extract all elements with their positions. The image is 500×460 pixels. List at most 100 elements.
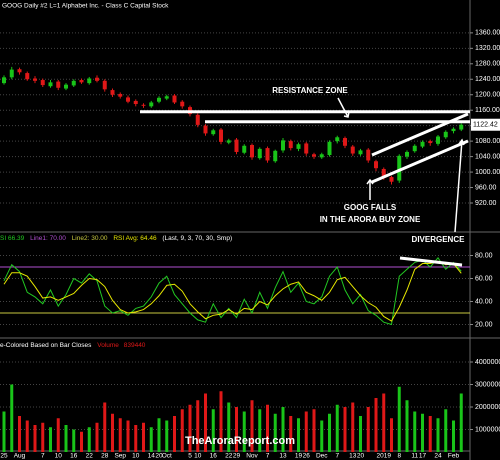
x-tick-label: 22 bbox=[86, 453, 94, 460]
volume-bar bbox=[149, 427, 153, 452]
legend-name: Volume bbox=[97, 342, 119, 349]
volume-bar bbox=[118, 418, 122, 452]
y-tick-label: 1000.00 bbox=[475, 169, 500, 176]
volume-bar bbox=[405, 400, 409, 452]
arrow bbox=[454, 138, 465, 233]
candle-body bbox=[257, 148, 262, 159]
volume-bar bbox=[297, 418, 300, 452]
y-tick-label: 920.00 bbox=[475, 200, 497, 207]
candle-body bbox=[296, 144, 301, 149]
watermark: TheAroraReport.com bbox=[185, 435, 295, 447]
volume-bar bbox=[173, 416, 176, 452]
volume-bar bbox=[56, 418, 60, 452]
y-tick-label: 60.00 bbox=[475, 275, 493, 282]
volume-bar bbox=[87, 427, 91, 452]
annotation: IN THE ARORA BUY ZONE bbox=[320, 215, 421, 224]
level-value: 70.00 bbox=[50, 235, 67, 242]
volume-bar bbox=[10, 384, 14, 452]
x-tick-label: 10 bbox=[55, 453, 63, 460]
candle-body bbox=[157, 97, 161, 102]
candle-body bbox=[405, 151, 409, 157]
volume-bar bbox=[2, 411, 6, 452]
candle-body bbox=[102, 80, 107, 90]
y-tick-label: 1080.00 bbox=[475, 138, 500, 145]
volume-bar bbox=[452, 420, 455, 452]
candle-body bbox=[350, 146, 355, 154]
candle-body bbox=[374, 161, 378, 169]
candle-body bbox=[219, 129, 223, 142]
candle-body bbox=[118, 93, 123, 97]
y-tick-label: 960.00 bbox=[475, 184, 497, 191]
volume-bar bbox=[157, 418, 161, 452]
candle-body bbox=[180, 101, 185, 107]
candle-body bbox=[265, 148, 270, 161]
candle-body bbox=[273, 150, 278, 162]
volume-bar bbox=[359, 416, 362, 452]
volume-header: e-Colored Based on Bar Closes Volume 839… bbox=[0, 342, 146, 349]
volume-bar bbox=[289, 416, 293, 452]
x-tick-label: Aug bbox=[14, 453, 26, 460]
volume-bar bbox=[33, 425, 37, 452]
candle-body bbox=[95, 77, 99, 81]
candle-body bbox=[366, 149, 371, 161]
candle-body bbox=[358, 150, 363, 155]
y-tick-label: 20.00 bbox=[475, 321, 493, 328]
candle-body bbox=[250, 145, 254, 158]
y-tick-label: 1000000 bbox=[475, 426, 500, 433]
y-tick-label: 1240.00 bbox=[475, 76, 500, 83]
candle-body bbox=[87, 78, 92, 84]
x-tick-label: 5 bbox=[188, 453, 192, 460]
x-tick-label: 7 bbox=[335, 453, 339, 460]
candle-body bbox=[412, 145, 417, 152]
candle-body bbox=[327, 141, 332, 156]
volume-bar bbox=[41, 422, 45, 452]
candle-body bbox=[397, 155, 402, 181]
volume-bar bbox=[165, 420, 169, 452]
x-tick-label: 26 bbox=[303, 453, 311, 460]
volume-bar bbox=[312, 409, 316, 452]
volume-bar bbox=[266, 404, 269, 452]
candle-body bbox=[242, 145, 247, 153]
volume-bar bbox=[235, 407, 238, 452]
x-tick-label: 17 bbox=[419, 453, 427, 460]
x-tick-label: 22 bbox=[225, 453, 233, 460]
x-tick-label: 14 bbox=[148, 453, 156, 460]
x-tick-label: 16 bbox=[210, 453, 218, 460]
x-tick-label: 24 bbox=[434, 453, 442, 460]
volume-bar bbox=[366, 407, 370, 452]
x-tick-label: 28 bbox=[101, 453, 109, 460]
volume-bar bbox=[382, 393, 386, 452]
candle-body bbox=[211, 130, 216, 135]
candle-body bbox=[319, 154, 324, 158]
y-tick-label: 2000000 bbox=[475, 404, 500, 411]
x-tick-label: 2019 bbox=[377, 453, 392, 460]
volume-bar bbox=[180, 409, 184, 452]
volume-bar bbox=[459, 393, 463, 452]
candle-body bbox=[436, 136, 440, 144]
volume-bar bbox=[421, 413, 424, 452]
volume-bar bbox=[390, 418, 393, 452]
channel-line bbox=[371, 112, 469, 157]
candle-body bbox=[443, 131, 448, 138]
candle-body bbox=[25, 73, 30, 80]
volume-bar bbox=[242, 411, 246, 452]
x-tick-label: Nov bbox=[246, 453, 258, 460]
y-tick-label: 1280.00 bbox=[475, 61, 500, 68]
candle-body bbox=[71, 80, 76, 86]
y-tick-label: 1360.00 bbox=[475, 30, 500, 37]
volume-bar bbox=[188, 404, 192, 452]
candle-body bbox=[420, 141, 425, 147]
volume-bar bbox=[204, 393, 207, 452]
y-tick-label: 1160.00 bbox=[475, 107, 500, 114]
legend-name: RSI Avg: bbox=[113, 235, 138, 242]
x-tick-label: Feb bbox=[448, 453, 460, 460]
candle-body bbox=[428, 141, 433, 144]
volume-bar bbox=[95, 422, 99, 452]
candle-body bbox=[17, 69, 22, 73]
candle-body bbox=[9, 69, 14, 78]
x-tick-label: Dec bbox=[316, 453, 328, 460]
level-name: Line2: bbox=[72, 235, 90, 242]
price-label-box bbox=[471, 118, 500, 131]
y-tick-label: 1200.00 bbox=[475, 92, 500, 99]
volume-bar bbox=[103, 402, 107, 452]
